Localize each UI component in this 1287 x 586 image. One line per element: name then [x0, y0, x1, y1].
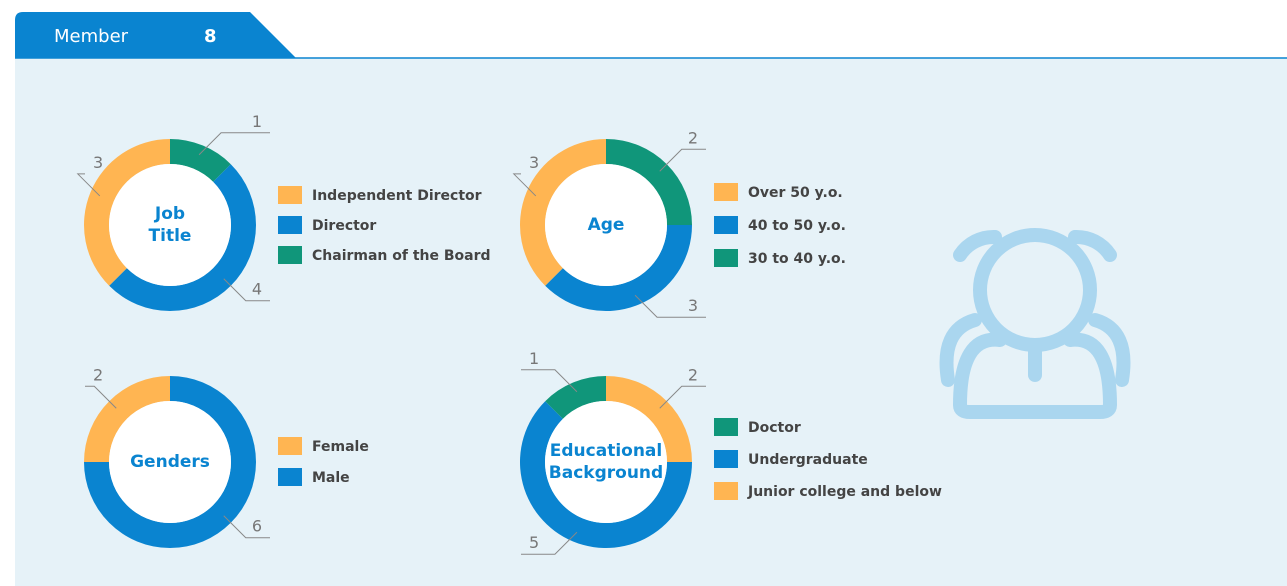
donut-segment — [606, 139, 692, 225]
value-label: 6 — [252, 517, 262, 536]
legend-swatch — [278, 468, 302, 486]
donut-hole — [109, 164, 231, 286]
leader-line — [521, 369, 578, 393]
donut-hole — [109, 401, 231, 523]
donut-hole — [545, 164, 667, 286]
legend-label: Female — [312, 439, 369, 455]
legend-label: Independent Director — [312, 188, 482, 204]
legend-swatch — [714, 450, 738, 468]
legend-label: Junior college and below — [747, 484, 942, 500]
donut-segment — [170, 139, 231, 182]
legend-swatch — [714, 418, 738, 436]
legend-swatch — [278, 246, 302, 264]
donut-hole — [545, 401, 667, 523]
legend-swatch — [714, 216, 738, 234]
leader-line — [76, 173, 101, 197]
members-icon — [939, 228, 1131, 419]
value-label: 4 — [252, 280, 262, 299]
chart-title: Job Title — [148, 204, 192, 246]
leader-line — [634, 294, 706, 318]
leader-line — [223, 278, 270, 302]
donut-segment — [84, 376, 170, 462]
legend-label: 30 to 40 y.o. — [748, 251, 846, 267]
legend-swatch — [714, 482, 738, 500]
legend-swatch — [714, 249, 738, 267]
legend-swatch — [278, 437, 302, 455]
value-label: 1 — [529, 349, 539, 368]
value-label: 5 — [529, 533, 539, 552]
legend-swatch — [714, 183, 738, 201]
donut-segment — [519, 139, 606, 286]
header-count: 8 — [204, 26, 217, 47]
header-tab — [15, 12, 296, 58]
leader-line — [521, 531, 578, 555]
chart-title: Educational Background — [548, 441, 664, 483]
value-label: 1 — [252, 112, 262, 131]
legend-label: Undergraduate — [748, 452, 868, 468]
leader-line — [85, 385, 117, 409]
value-label: 3 — [93, 153, 103, 172]
value-label: 2 — [93, 365, 103, 384]
value-label: 2 — [688, 365, 698, 384]
legend-label: Chairman of the Board — [312, 248, 491, 264]
leader-line — [223, 515, 270, 539]
donut-segment — [545, 225, 692, 311]
chart-title: Genders — [130, 452, 210, 472]
legend-swatch — [278, 216, 302, 234]
legend-label: 40 to 50 y.o. — [748, 218, 846, 234]
value-label: 3 — [688, 296, 698, 315]
donut-segment — [606, 376, 692, 462]
header-title: Member — [54, 26, 129, 47]
legend-label: Over 50 y.o. — [748, 185, 843, 201]
donut-segment — [545, 376, 606, 419]
value-label: 2 — [688, 128, 698, 147]
legend-label: Doctor — [748, 420, 801, 436]
donut-segment — [520, 401, 692, 548]
donut-segment — [84, 139, 170, 286]
leader-line — [659, 385, 706, 409]
value-label: 3 — [529, 153, 539, 172]
legend-swatch — [278, 186, 302, 204]
chart-title: Age — [587, 215, 625, 235]
legend-label: Director — [312, 218, 376, 234]
legend-label: Male — [312, 470, 350, 486]
leader-line — [512, 173, 537, 197]
leader-line — [198, 132, 270, 156]
leader-line — [659, 148, 706, 172]
donut-segment — [109, 164, 257, 311]
